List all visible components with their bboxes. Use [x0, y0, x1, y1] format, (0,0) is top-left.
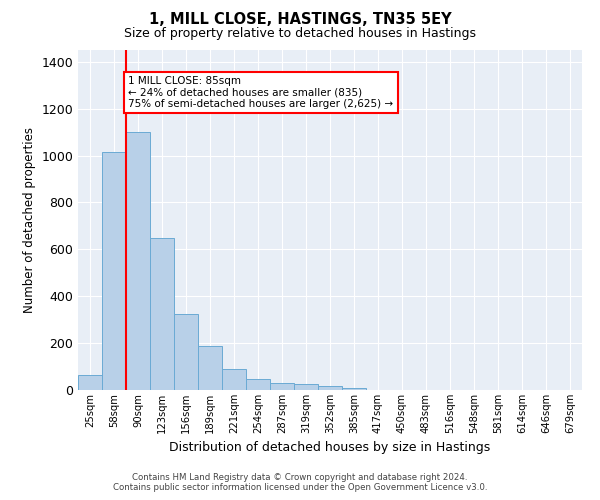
Bar: [126, 132, 150, 390]
Bar: [198, 346, 222, 390]
Bar: [222, 369, 246, 390]
Text: Contains HM Land Registry data © Crown copyright and database right 2024.
Contai: Contains HM Land Registry data © Crown c…: [113, 473, 487, 492]
Bar: [102, 152, 126, 390]
X-axis label: Distribution of detached houses by size in Hastings: Distribution of detached houses by size …: [169, 442, 491, 454]
Text: Size of property relative to detached houses in Hastings: Size of property relative to detached ho…: [124, 28, 476, 40]
Bar: [78, 375, 102, 390]
Bar: [270, 383, 294, 390]
Bar: [246, 378, 270, 390]
Bar: [294, 384, 318, 390]
Bar: [318, 386, 342, 390]
Bar: [150, 238, 174, 390]
Bar: [174, 314, 198, 390]
Y-axis label: Number of detached properties: Number of detached properties: [23, 127, 36, 313]
Text: 1 MILL CLOSE: 85sqm
← 24% of detached houses are smaller (835)
75% of semi-detac: 1 MILL CLOSE: 85sqm ← 24% of detached ho…: [128, 76, 394, 109]
Text: 1, MILL CLOSE, HASTINGS, TN35 5EY: 1, MILL CLOSE, HASTINGS, TN35 5EY: [149, 12, 451, 28]
Bar: [342, 388, 366, 390]
